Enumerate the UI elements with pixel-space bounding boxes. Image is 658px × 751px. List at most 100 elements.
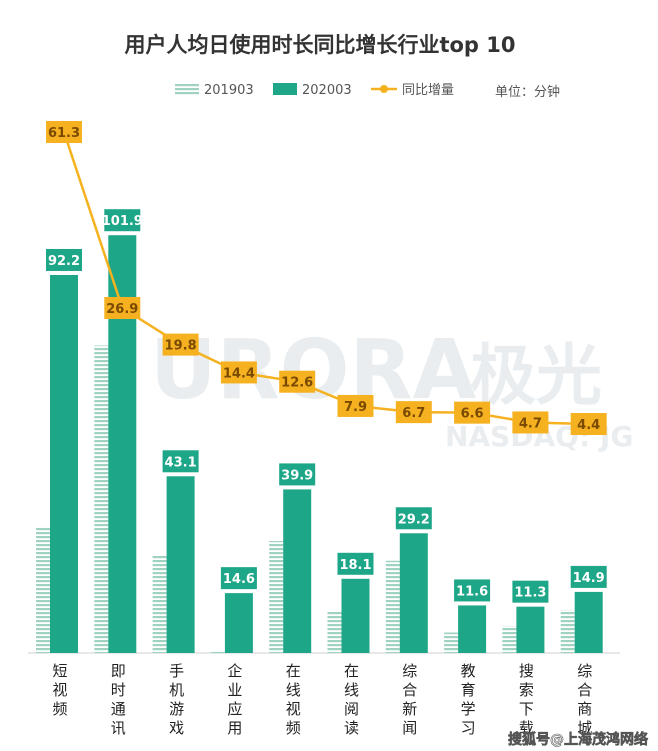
data-label-box-202003 (104, 209, 141, 232)
data-label-202003: 11.6 (456, 584, 488, 599)
x-tick-label: 育 (461, 681, 476, 699)
line-label: 4.7 (519, 416, 542, 431)
bar-201903 (152, 554, 167, 653)
line-label: 26.9 (106, 302, 138, 317)
x-tick-label: 阅 (344, 700, 359, 718)
x-tick-label: 游 (169, 700, 184, 718)
x-tick-label: 短 (52, 662, 67, 680)
data-label-box-202003 (570, 565, 607, 588)
data-label-box-202003 (512, 580, 549, 603)
data-label-202003: 18.1 (339, 558, 371, 573)
x-tick-label: 企 (227, 662, 242, 680)
bar-201903 (560, 609, 575, 653)
x-tick-label: 业 (227, 681, 242, 699)
legend-label-increment: 同比增量 (402, 83, 454, 98)
x-tick-label: 视 (52, 681, 67, 699)
line-label: 4.4 (577, 418, 600, 433)
line-label-box (512, 411, 549, 434)
x-tick-label: 机 (169, 681, 184, 699)
line-label: 19.8 (165, 339, 197, 354)
data-label-202003: 43.1 (165, 455, 197, 470)
bar-201903 (94, 345, 109, 653)
x-tick-label: 手 (169, 662, 184, 680)
series-line-increment (62, 131, 589, 426)
data-label-202003: 101.9 (102, 214, 143, 229)
x-tick-label: 讯 (111, 719, 126, 737)
unit-label: 单位：分钟 (495, 84, 560, 100)
line-label: 14.4 (223, 366, 255, 381)
x-tick-label: 下 (519, 700, 534, 718)
x-tick-label: 线 (286, 681, 301, 699)
bar-202003 (341, 578, 370, 653)
data-label-202003: 14.6 (223, 572, 255, 587)
chart-title: 用户人均日使用时长同比增长行业top 10 (124, 33, 515, 57)
data-label-box-202003 (337, 552, 374, 575)
x-tick-label: 搜 (519, 662, 534, 680)
legend-swatch-line-marker (380, 85, 388, 93)
line-label-box (162, 333, 199, 356)
bar-202003 (283, 489, 312, 653)
line-label-box (104, 297, 141, 319)
bar-202003 (574, 591, 603, 653)
data-label-202003: 11.3 (514, 586, 546, 601)
x-tick-label: 频 (52, 700, 67, 718)
x-tick-label: 索 (519, 681, 534, 699)
x-tick-label: 视 (286, 700, 301, 718)
x-tick-label: 载 (519, 719, 534, 737)
x-tick-label: 闻 (402, 719, 417, 737)
data-label-202003: 29.2 (398, 512, 430, 527)
line-label-box (454, 401, 491, 424)
bar-202003 (458, 605, 487, 653)
bar-201903 (502, 625, 517, 653)
bar-201903 (385, 560, 400, 653)
data-label-202003: 92.2 (48, 254, 80, 269)
line-label-box (46, 121, 82, 143)
x-tick-label: 学 (461, 700, 476, 718)
line-label-box (337, 394, 374, 417)
data-label-box-202003 (46, 248, 82, 271)
bar-202003 (166, 476, 195, 653)
x-tick-label: 即 (111, 662, 126, 680)
x-tick-label: 综 (577, 662, 592, 680)
watermark: URORA 极光 NASDAQ: JG (150, 323, 633, 453)
bar-202003 (516, 606, 545, 653)
bar-201903 (444, 632, 459, 653)
svg-text:极光: 极光 (470, 337, 602, 414)
x-tick-label: 新 (402, 700, 417, 718)
x-tick-label: 戏 (169, 719, 184, 737)
bar-202003 (50, 274, 78, 653)
data-label-202003: 39.9 (281, 468, 313, 483)
x-tick-label: 合 (402, 681, 417, 699)
x-tick-label: 在 (286, 662, 301, 680)
data-label-box-202003 (220, 567, 257, 590)
x-tick-label: 通 (111, 700, 126, 718)
line-label-box (220, 361, 257, 384)
x-tick-label: 综 (402, 662, 417, 680)
line-label-box (395, 401, 432, 424)
bar-202003 (224, 593, 253, 653)
data-label-box-202003 (395, 507, 432, 530)
x-tick-label: 城 (577, 719, 592, 737)
x-tick-label: 商 (577, 700, 592, 718)
legend-label-202003: 202003 (302, 83, 352, 98)
line-layer: 61.3 26.9 19.8 14.4 12.6 7.9 6.7 6.6 4.7 4.4 (46, 121, 607, 435)
x-tick-label: 习 (461, 719, 476, 737)
line-label: 12.6 (281, 376, 313, 391)
line-label-box (279, 370, 316, 393)
x-tick-label: 教 (461, 662, 476, 680)
line-label: 7.9 (344, 400, 367, 415)
line-label: 6.7 (402, 406, 425, 421)
bar-201903 (327, 611, 342, 653)
x-tick-label: 应 (227, 700, 242, 718)
footer-watermark: 搜狐号@上海茂鸿网络 (508, 731, 648, 748)
legend-label-201903: 201903 (204, 83, 254, 98)
x-tick-label: 合 (577, 681, 592, 699)
x-tick-label: 时 (111, 681, 126, 699)
bar-202003 (399, 533, 428, 653)
bar-201903 (36, 526, 50, 653)
legend: 201903 202003 同比增量 单位：分钟 (175, 83, 560, 100)
legend-swatch-201903 (175, 83, 199, 95)
data-label-box-202003 (454, 579, 491, 602)
x-tick-label: 读 (344, 719, 359, 737)
